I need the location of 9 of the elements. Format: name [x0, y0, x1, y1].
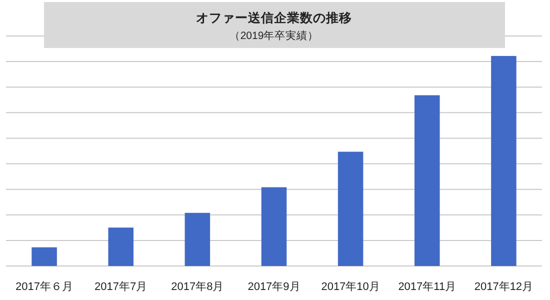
x-tick-label: 2017年12月: [474, 281, 534, 293]
chart-subtitle: （2019年卒実績）: [229, 29, 319, 42]
x-tick-label: 2017年9月: [248, 281, 300, 293]
chart-title: オファー送信企業数の推移: [196, 11, 352, 25]
x-tick-label: 2017年7月: [94, 281, 148, 293]
x-tick-label: 2017年8月: [171, 281, 224, 293]
x-tick-label: 2017年６月: [16, 281, 74, 293]
x-tick-label: 2017年10月: [321, 281, 380, 293]
x-tick-label: 2017年11月: [398, 281, 456, 293]
